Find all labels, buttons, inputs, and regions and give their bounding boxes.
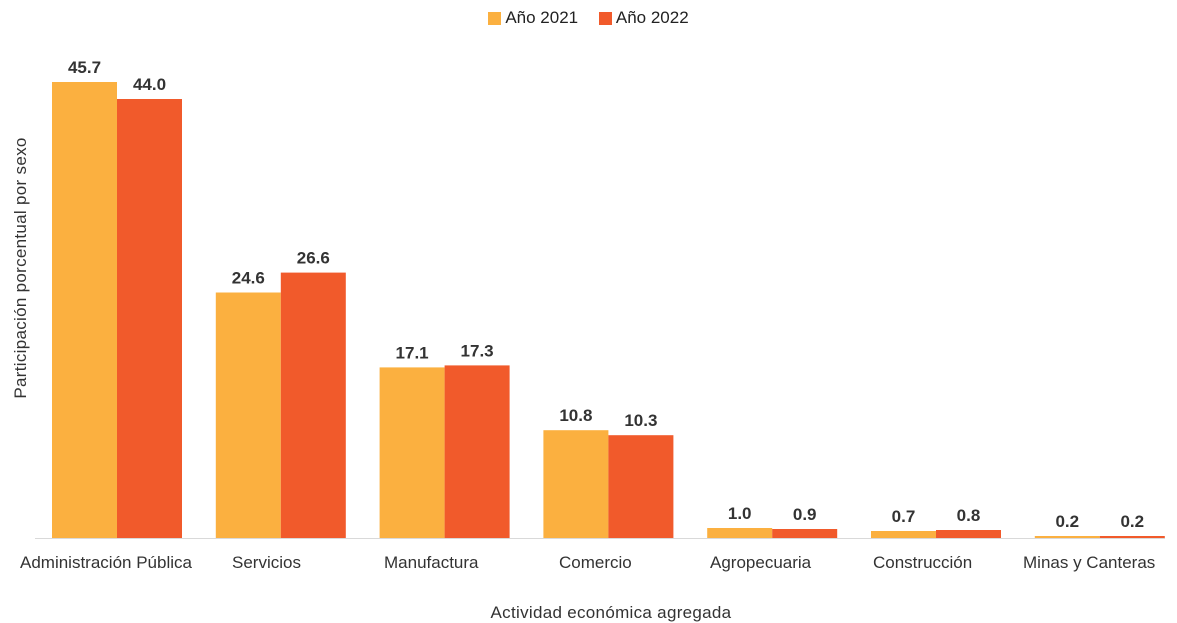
data-label-2022-5: 0.8 [957,506,981,525]
bar-2022-3 [608,435,674,538]
bar-2021-4 [707,528,773,538]
bar-2021-1 [215,292,281,538]
data-label-2022-1: 26.6 [297,249,330,268]
bar-2021-5 [871,531,936,538]
bars-group [52,82,1165,538]
category-label-1: Servicios [232,553,301,572]
data-label-2022-6: 0.2 [1120,512,1144,531]
data-label-2021-5: 0.7 [892,507,916,526]
legend-label-2022: Año 2022 [615,8,689,27]
data-label-2022-2: 17.3 [461,341,494,360]
data-label-2022-0: 44.0 [133,75,166,94]
bar-2022-4 [772,529,838,538]
bar-2022-1 [280,272,346,538]
legend-item-2021: Año 2021 [488,8,578,28]
category-label-0: Administración Pública [20,553,193,572]
bar-2022-5 [936,530,1001,538]
bar-2021-0 [52,82,117,538]
data-label-2021-3: 10.8 [559,406,592,425]
category-label-4: Agropecuaria [710,553,812,572]
legend-label-2021: Año 2021 [505,8,579,27]
data-label-2021-0: 45.7 [68,58,101,77]
data-label-2021-1: 24.6 [232,269,265,288]
data-label-2021-4: 1.0 [728,504,752,523]
category-label-3: Comercio [559,553,632,572]
data-label-2021-6: 0.2 [1055,512,1079,531]
bar-2021-3 [543,430,609,538]
legend-swatch-2021 [488,11,502,25]
x-axis-title: Actividad económica agregada [491,603,732,622]
bar-2022-2 [444,365,510,538]
bar-2021-6 [1034,536,1100,538]
category-labels-group: Administración Pública Servicios Manufactu… [20,553,1155,572]
category-label-6: Minas y Canteras [1023,553,1155,572]
category-label-2: Manufactura [384,553,479,572]
data-labels-group: 45.7 44.0 24.6 26.6 17.1 17.3 10.8 10.3 1.0 0.9 0.… [68,58,1144,531]
legend: Año 2021 Año 2022 [0,8,1177,30]
y-axis-title: Participación porcentual por sexo [11,137,30,398]
data-label-2022-4: 0.9 [793,505,817,524]
data-label-2021-2: 17.1 [396,343,429,362]
legend-item-2022: Año 2022 [598,8,689,28]
bar-2022-6 [1099,536,1165,538]
legend-swatch-2022 [598,11,612,25]
bar-2021-2 [379,367,445,538]
bar-2022-0 [117,99,182,538]
category-label-5: Construcción [873,553,972,572]
data-label-2022-3: 10.3 [624,411,657,430]
